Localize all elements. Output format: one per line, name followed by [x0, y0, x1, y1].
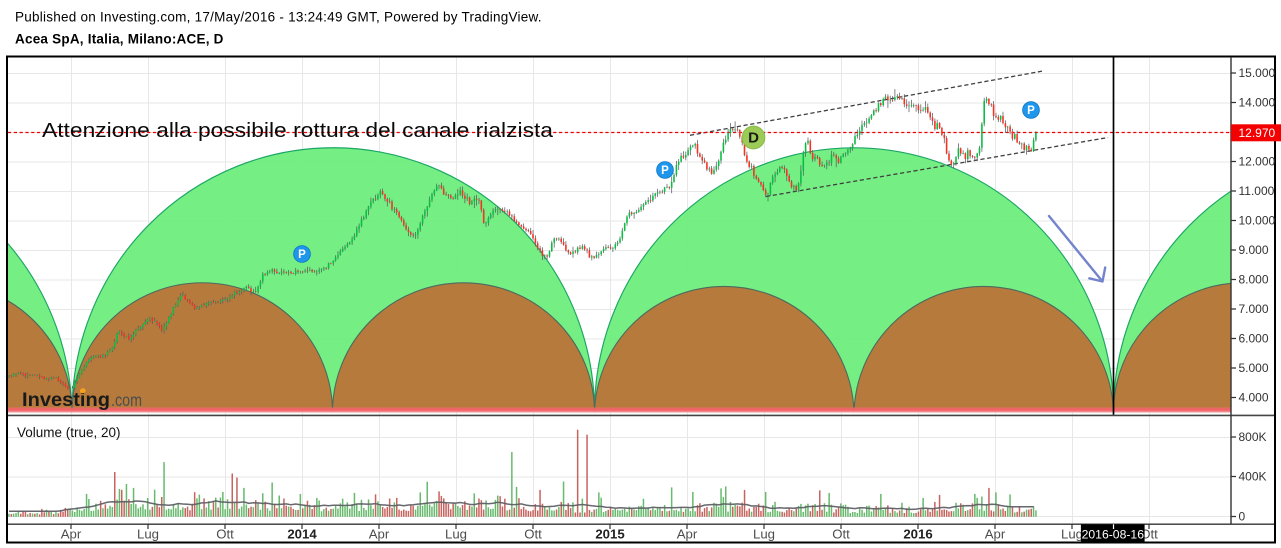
svg-text:.com: .com [111, 390, 142, 410]
svg-text:11.000: 11.000 [1239, 184, 1275, 198]
svg-text:4.000: 4.000 [1239, 391, 1269, 405]
svg-text:12.000: 12.000 [1239, 155, 1276, 169]
svg-text:Lug: Lug [1061, 527, 1083, 542]
svg-text:12.970: 12.970 [1239, 126, 1276, 140]
svg-text:8.000: 8.000 [1239, 273, 1269, 287]
svg-text:Investing: Investing [22, 389, 110, 411]
svg-text:5.000: 5.000 [1239, 361, 1269, 375]
svg-text:Published on Investing.com, 17: Published on Investing.com, 17/May/2016 … [15, 10, 542, 25]
svg-text:Ott: Ott [216, 527, 234, 542]
svg-text:2014: 2014 [287, 527, 317, 542]
svg-text:Volume (true, 20): Volume (true, 20) [17, 425, 121, 440]
svg-text:7.000: 7.000 [1239, 302, 1269, 316]
svg-text:800K: 800K [1239, 430, 1267, 444]
svg-text:15.000: 15.000 [1239, 66, 1276, 80]
svg-text:P: P [1027, 105, 1035, 117]
svg-text:Lug: Lug [137, 527, 159, 542]
svg-text:2015: 2015 [595, 527, 624, 542]
svg-text:10.000: 10.000 [1239, 214, 1276, 228]
svg-text:Ott: Ott [524, 527, 542, 542]
svg-text:2016: 2016 [903, 527, 932, 542]
svg-text:Apr: Apr [677, 527, 698, 542]
svg-text:Ott: Ott [832, 527, 850, 542]
svg-text:14.000: 14.000 [1239, 96, 1276, 110]
svg-text:Acea SpA, Italia, Milano:ACE,: Acea SpA, Italia, Milano:ACE, D [15, 32, 224, 47]
svg-text:Apr: Apr [61, 527, 82, 542]
svg-text:Lug: Lug [753, 527, 775, 542]
svg-text:D: D [748, 130, 759, 147]
svg-text:Attenzione alla possibile rott: Attenzione alla possibile rottura del ca… [42, 119, 554, 142]
svg-text:P: P [661, 165, 669, 177]
svg-text:0: 0 [1239, 510, 1246, 524]
svg-text:2016-08-16: 2016-08-16 [1082, 527, 1145, 541]
svg-text:Ott: Ott [1140, 527, 1158, 542]
svg-text:Lug: Lug [445, 527, 467, 542]
svg-text:P: P [298, 249, 306, 261]
svg-text:400K: 400K [1239, 470, 1267, 484]
svg-text:Apr: Apr [369, 527, 390, 542]
svg-text:9.000: 9.000 [1239, 243, 1269, 257]
svg-text:6.000: 6.000 [1239, 332, 1269, 346]
svg-text:Apr: Apr [985, 527, 1006, 542]
